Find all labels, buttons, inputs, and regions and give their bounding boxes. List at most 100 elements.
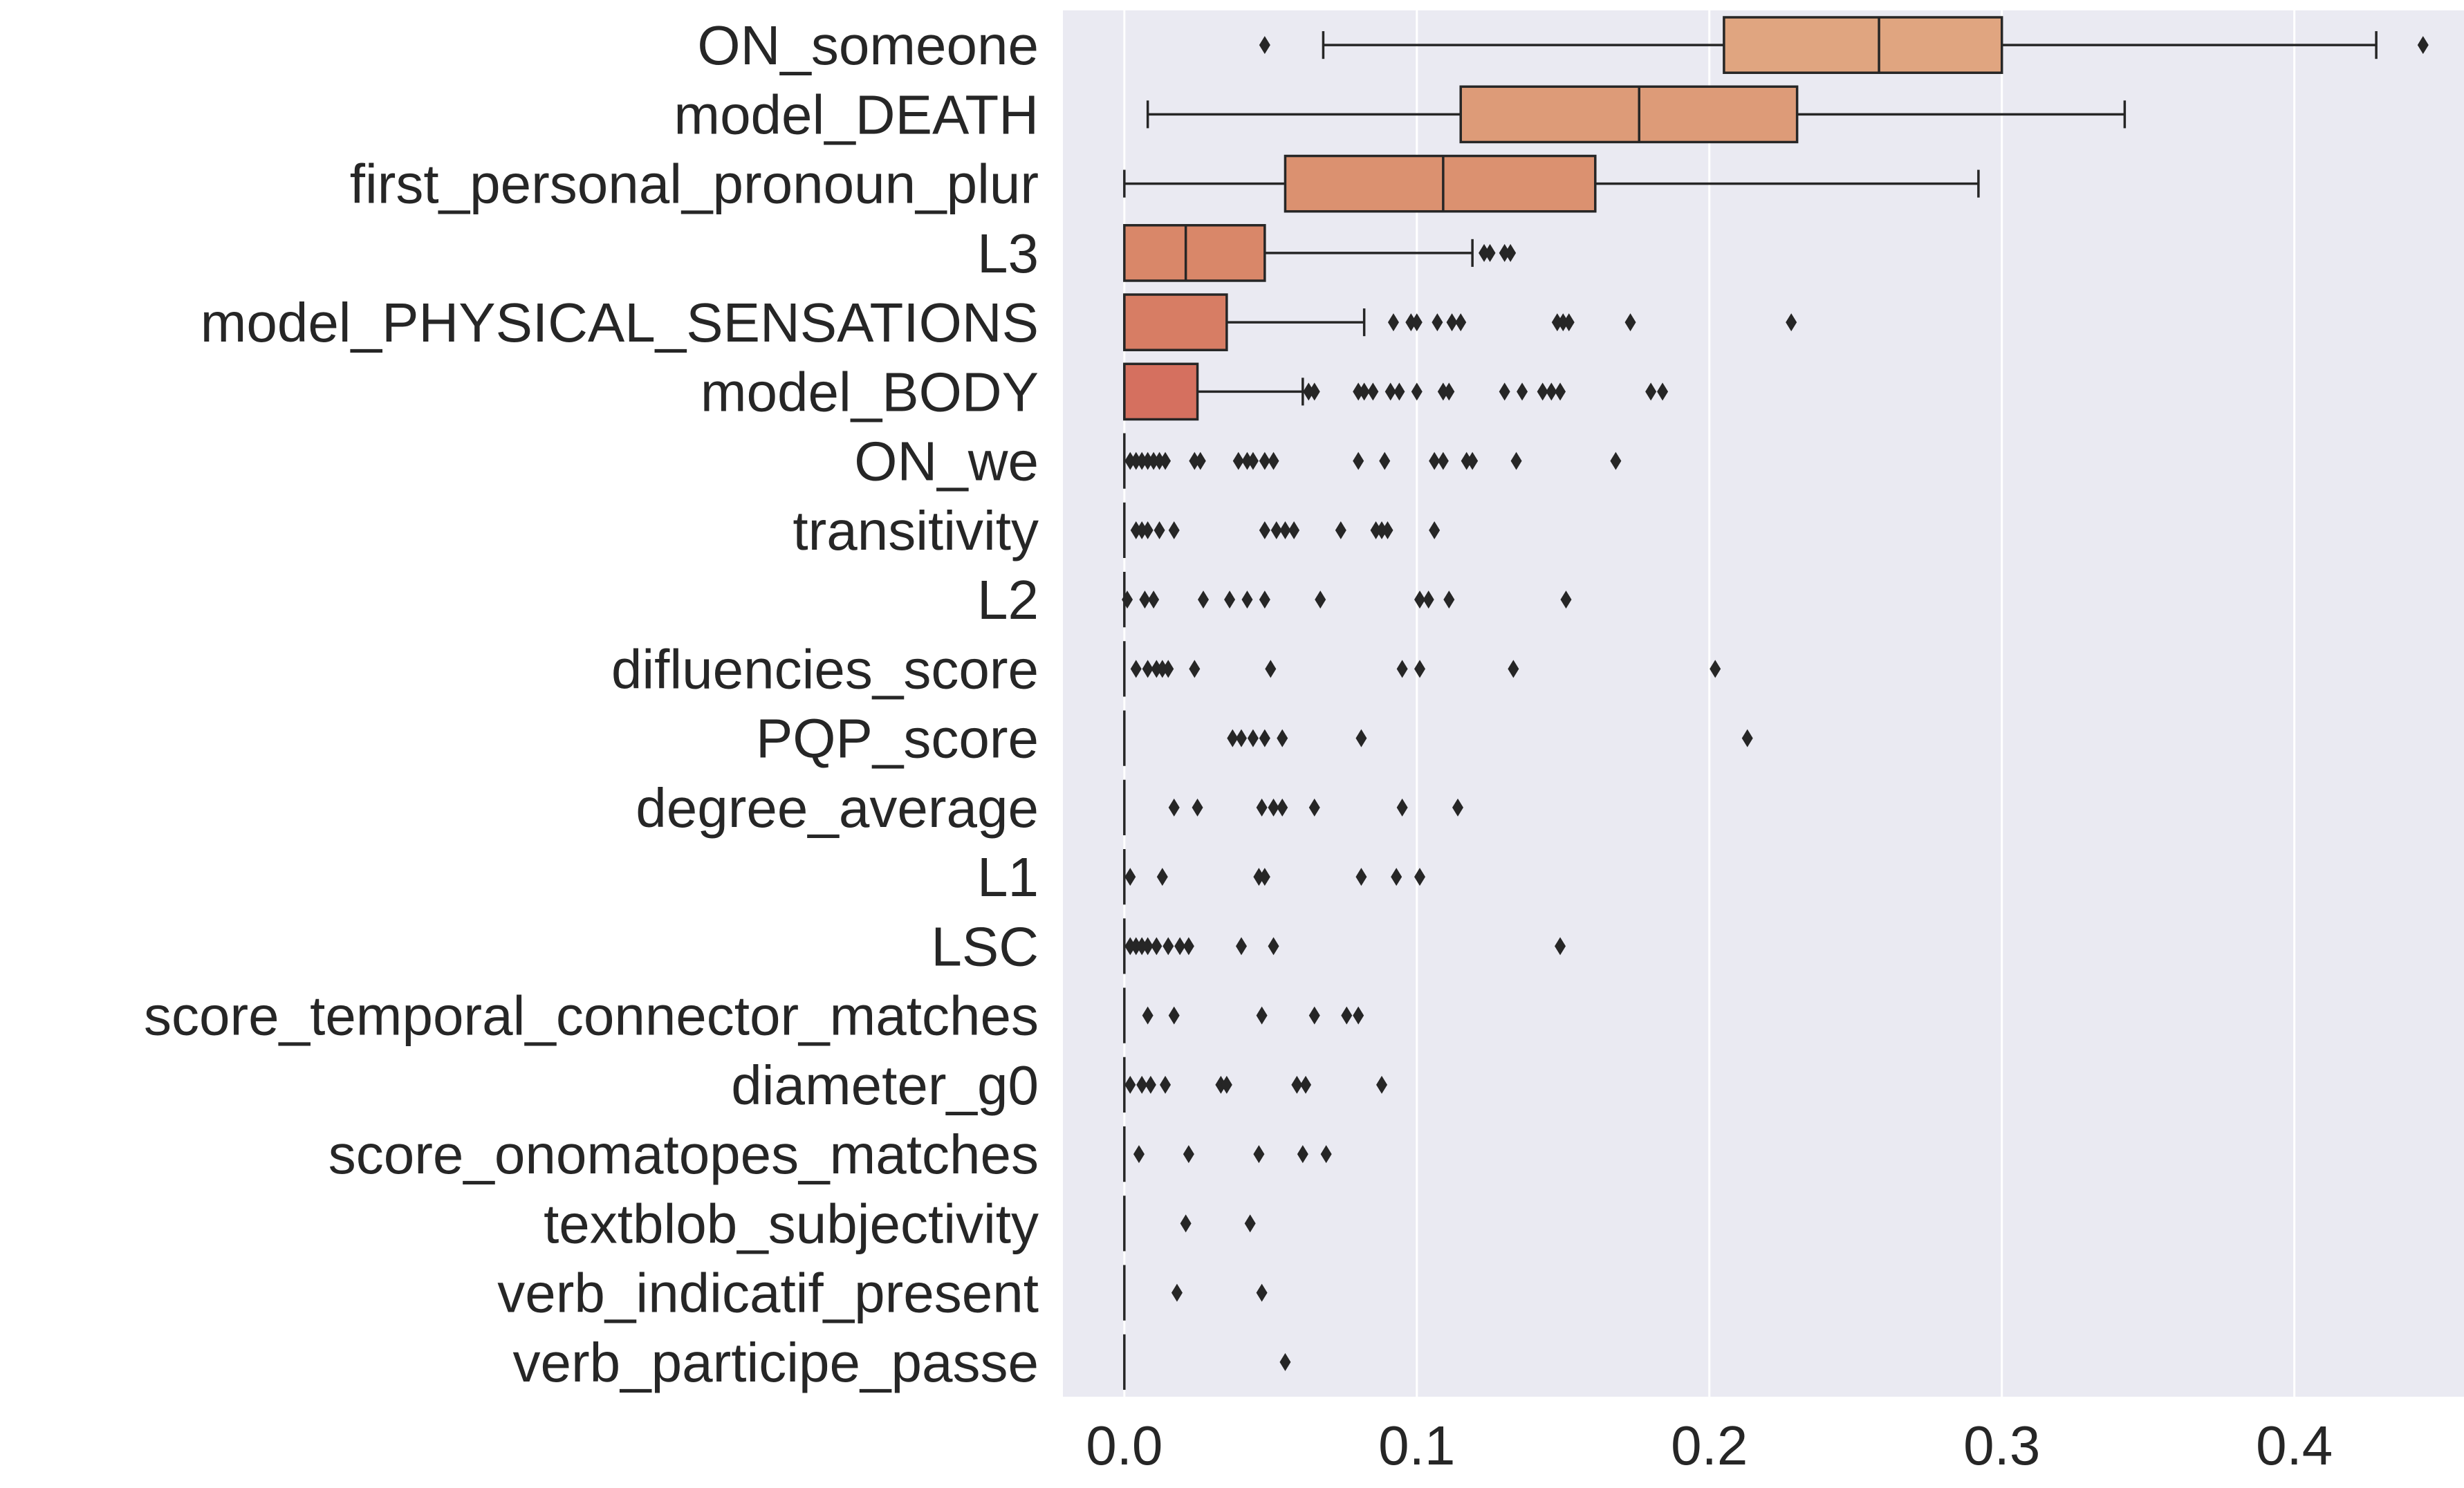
flier-point [1180, 1214, 1192, 1233]
flier-point [1786, 313, 1797, 332]
flier-point [1139, 590, 1151, 609]
flier-point [1429, 452, 1441, 470]
y-tick-label: PQP_score [756, 708, 1039, 770]
flier-point [1259, 868, 1270, 886]
flier-point [1183, 1145, 1194, 1164]
box-iqr [1123, 293, 1228, 351]
x-tick-label: 0.2 [1671, 1415, 1748, 1476]
flier-point [1151, 937, 1162, 956]
flier-point [1437, 452, 1449, 470]
flier-point [1353, 452, 1364, 470]
flier-point [1256, 1283, 1268, 1302]
y-tick-label: L2 [977, 569, 1039, 631]
flier-point [1279, 1352, 1291, 1371]
flier-point [1291, 1075, 1303, 1094]
flier-point [1396, 798, 1408, 817]
flier-point [1563, 313, 1575, 332]
plot-background [1063, 10, 2464, 1397]
flier-point [1259, 590, 1270, 609]
flier-point [1232, 452, 1244, 470]
flier-point [1499, 243, 1510, 262]
y-tick-labels: ON_someone model_DEATH first_personal_pron… [144, 15, 1039, 1393]
flier-point [1270, 521, 1282, 539]
flier-point [1221, 1075, 1232, 1094]
y-tick-label: textblob_subjectivity [544, 1193, 1039, 1254]
flier-point [1136, 521, 1148, 539]
flier-point [1142, 660, 1154, 678]
flier-point [1189, 452, 1201, 470]
flier-point [1510, 452, 1522, 470]
flier-point [1391, 868, 1402, 886]
flier-point [1130, 521, 1142, 539]
flier-point [1551, 313, 1563, 332]
flier-point [1256, 1006, 1268, 1025]
flier-point [1189, 660, 1201, 678]
flier-point [1384, 382, 1396, 401]
flier-point [1168, 798, 1180, 817]
flier-point [1145, 1075, 1156, 1094]
flier-point [1259, 729, 1270, 747]
box-iqr [1123, 362, 1199, 421]
flier-point [1215, 1075, 1227, 1094]
flier-point [1279, 521, 1291, 539]
flier-point [1253, 868, 1265, 886]
flier-point [1508, 660, 1519, 678]
flier-point [1268, 452, 1279, 470]
flier-point [1160, 1075, 1171, 1094]
flier-point [1315, 590, 1326, 609]
flier-point [1224, 590, 1236, 609]
flier-point [1710, 660, 1721, 678]
x-tick-labels: 0.0 0.1 0.2 0.3 0.4 [1086, 1415, 2333, 1476]
y-tick-label: difluencies_score [611, 638, 1039, 700]
flier-point [1160, 452, 1171, 470]
y-tick-label: model_PHYSICAL_SENSATIONS [201, 292, 1039, 353]
flier-point [1484, 243, 1496, 262]
flier-point [1308, 382, 1320, 401]
flier-point [1162, 937, 1174, 956]
flier-point [1355, 868, 1367, 886]
flier-point [1537, 382, 1548, 401]
flier-point [1414, 868, 1426, 886]
flier-point [1741, 729, 1753, 747]
flier-point [1335, 521, 1346, 539]
box-group [1123, 779, 1464, 835]
flier-point [1277, 729, 1288, 747]
flier-point [1124, 937, 1136, 956]
flier-point [1353, 1006, 1364, 1025]
flier-point [1517, 382, 1528, 401]
y-tick-label: model_DEATH [674, 84, 1039, 145]
flier-point [1154, 521, 1165, 539]
flier-point [1411, 382, 1423, 401]
flier-point [1136, 937, 1148, 956]
flier-point [1379, 452, 1391, 470]
flier-point [1227, 729, 1239, 747]
box-group [1123, 293, 1797, 351]
y-tick-label: degree_average [636, 777, 1039, 839]
box-group [1123, 1334, 1291, 1390]
flier-point [1241, 452, 1253, 470]
y-tick-label: ON_someone [697, 15, 1039, 76]
flier-point [1423, 590, 1434, 609]
flier-point [1247, 452, 1259, 470]
flier-point [1461, 452, 1472, 470]
flier-point [1657, 382, 1669, 401]
flier-point [1156, 660, 1168, 678]
y-tick-label: L1 [977, 846, 1039, 908]
flier-point [1130, 660, 1142, 678]
x-tick-label: 0.4 [2256, 1415, 2333, 1476]
flier-point [1382, 521, 1393, 539]
flier-point [1154, 452, 1165, 470]
flier-point [1432, 313, 1443, 332]
box-iqr [1723, 16, 2003, 74]
box-group [1123, 154, 1980, 213]
y-tick-label: first_personal_pronoun_plur [350, 154, 1039, 215]
box-iqr [1284, 154, 1597, 213]
flier-point [1443, 590, 1455, 609]
flier-point [1256, 798, 1268, 817]
box-group [1259, 16, 2429, 74]
flier-point [1455, 313, 1467, 332]
flier-point [1300, 1075, 1312, 1094]
x-tick-label: 0.3 [1963, 1415, 2040, 1476]
box-iqr [1123, 224, 1266, 282]
